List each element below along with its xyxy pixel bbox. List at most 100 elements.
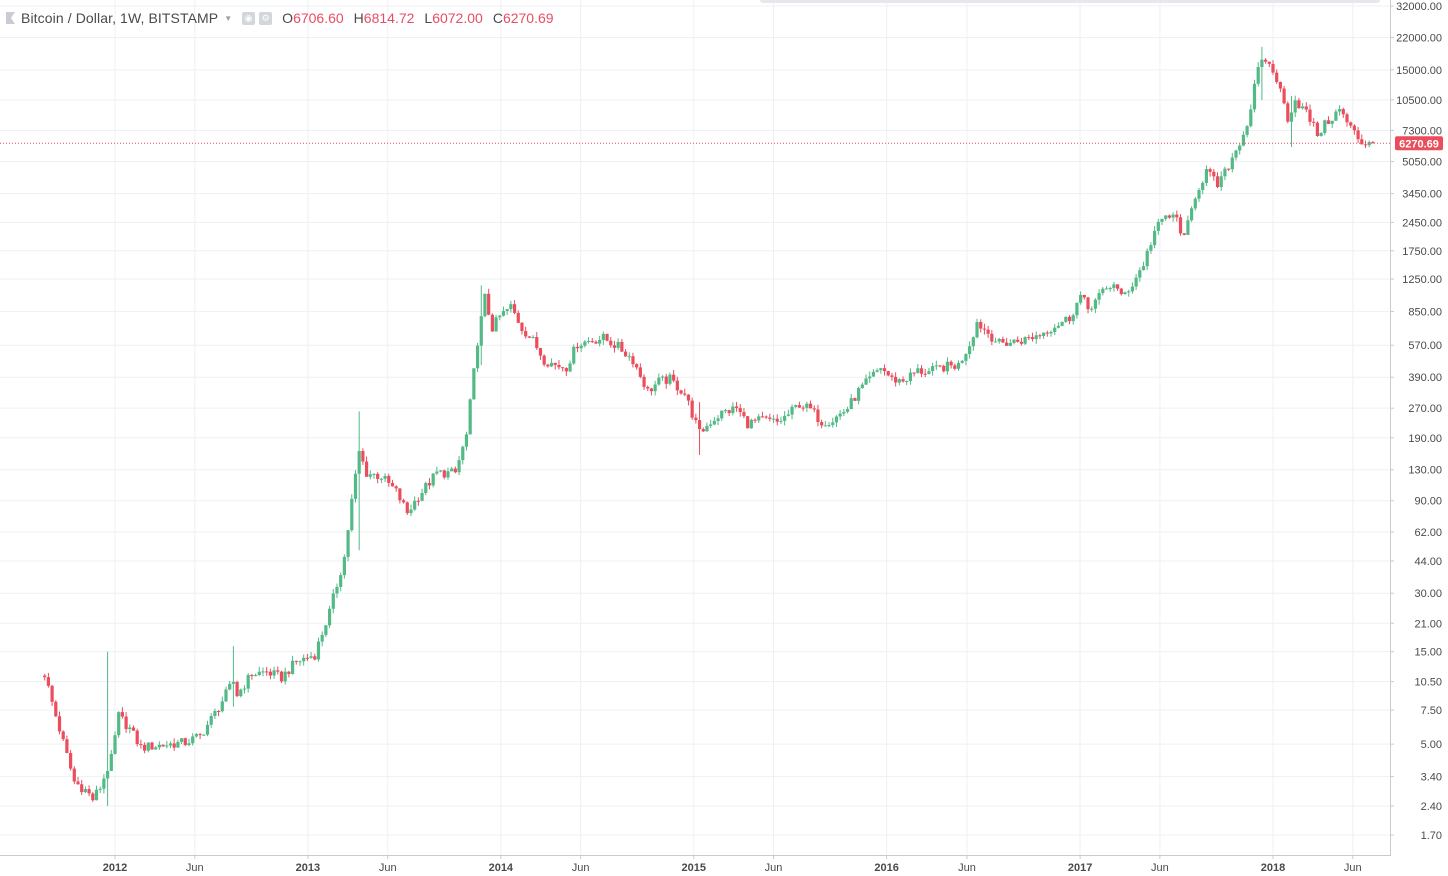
eye-icon[interactable]: ◉ <box>242 11 256 25</box>
candle-body <box>442 470 446 478</box>
price-tick-label: 10500.00 <box>1396 95 1442 107</box>
candle <box>401 498 406 504</box>
candle-body <box>1223 168 1227 177</box>
candle-body <box>1334 111 1338 121</box>
candle-body <box>668 374 672 384</box>
candle <box>1193 197 1197 211</box>
candle-body <box>1038 335 1042 337</box>
candle <box>176 739 180 748</box>
candle <box>568 360 572 373</box>
candle-body <box>1319 132 1323 137</box>
candle <box>1056 322 1061 329</box>
candle-body <box>501 311 506 316</box>
candle <box>949 360 953 369</box>
candle <box>1363 140 1368 149</box>
price-tick-label: 15000.00 <box>1396 65 1442 77</box>
candle <box>364 456 369 477</box>
price-tick-label: 2.40 <box>1421 801 1442 813</box>
candle-body <box>923 373 927 375</box>
candle-body <box>209 715 213 725</box>
price-tick-label: 44.00 <box>1414 556 1442 568</box>
candle-body <box>1130 286 1135 292</box>
candle-body <box>401 500 406 503</box>
candle <box>239 688 243 698</box>
candle-body <box>890 375 894 377</box>
candle <box>124 712 128 733</box>
candle-body <box>383 475 387 479</box>
candle-body <box>1016 339 1020 342</box>
candle <box>179 738 184 745</box>
candle-body <box>124 716 128 730</box>
candle <box>1116 284 1120 291</box>
candle <box>1201 180 1205 195</box>
candle-body <box>868 376 872 379</box>
candle-body <box>1112 284 1116 289</box>
candle <box>246 672 250 693</box>
candle <box>505 308 509 315</box>
candle-body <box>894 376 898 383</box>
candle <box>1356 126 1360 144</box>
candle-body <box>1300 106 1305 109</box>
candle <box>668 372 672 386</box>
candle-body <box>949 361 953 366</box>
candle-body <box>1190 208 1194 221</box>
candle-body <box>290 660 295 674</box>
candle <box>46 672 51 688</box>
candle-body <box>542 355 546 365</box>
candle <box>1104 286 1109 290</box>
candle <box>50 684 54 707</box>
candle-body <box>1182 233 1186 235</box>
time-tick-label: Jun <box>186 862 204 874</box>
candle <box>135 728 139 747</box>
price-tick-label: 21.00 <box>1414 618 1442 630</box>
candle-body <box>438 470 443 472</box>
candle <box>142 742 147 754</box>
candle <box>324 624 328 637</box>
candle-body <box>609 340 613 346</box>
candle <box>80 779 84 795</box>
candle-body <box>161 744 165 747</box>
time-tick-label: 2016 <box>874 862 898 874</box>
candle <box>524 326 528 339</box>
chevron-down-icon[interactable]: ▼ <box>224 13 233 23</box>
candle <box>94 785 99 801</box>
candle-body <box>675 380 679 391</box>
candle-body <box>420 492 424 501</box>
candle <box>690 397 694 421</box>
candle-body <box>1171 214 1175 218</box>
candle <box>1090 306 1094 312</box>
candle <box>231 646 235 707</box>
candle <box>620 338 624 352</box>
candle <box>1190 206 1194 222</box>
candle <box>1241 131 1246 147</box>
candle <box>1264 58 1268 64</box>
candle <box>601 331 605 345</box>
candle <box>779 416 783 424</box>
candle <box>753 418 757 424</box>
candle-body <box>150 742 154 750</box>
candle <box>1289 95 1294 147</box>
candle <box>1064 316 1068 324</box>
candle-body <box>368 474 372 477</box>
price-tick-label: 15.00 <box>1414 647 1442 659</box>
chart-legend: Bitcoin / Dollar, 1W, BITSTAMP ▼ ◉ ⚙ O67… <box>6 8 554 28</box>
candle <box>131 725 136 731</box>
candle <box>612 340 617 353</box>
candle-body <box>364 461 369 477</box>
candle-body <box>764 416 768 418</box>
candle <box>224 686 228 702</box>
candle-body <box>313 656 317 660</box>
candle <box>265 667 269 676</box>
candle <box>968 341 972 359</box>
candle <box>1019 337 1024 346</box>
candle-body <box>483 293 487 317</box>
candle-body <box>194 734 198 737</box>
candle-body <box>1293 100 1297 113</box>
candle <box>331 588 335 614</box>
symbol-title[interactable]: Bitcoin / Dollar, 1W, BITSTAMP <box>21 10 219 26</box>
gear-icon[interactable]: ⚙ <box>259 11 273 25</box>
candle <box>586 337 591 344</box>
candle <box>1249 104 1253 128</box>
candle-body <box>464 434 469 447</box>
